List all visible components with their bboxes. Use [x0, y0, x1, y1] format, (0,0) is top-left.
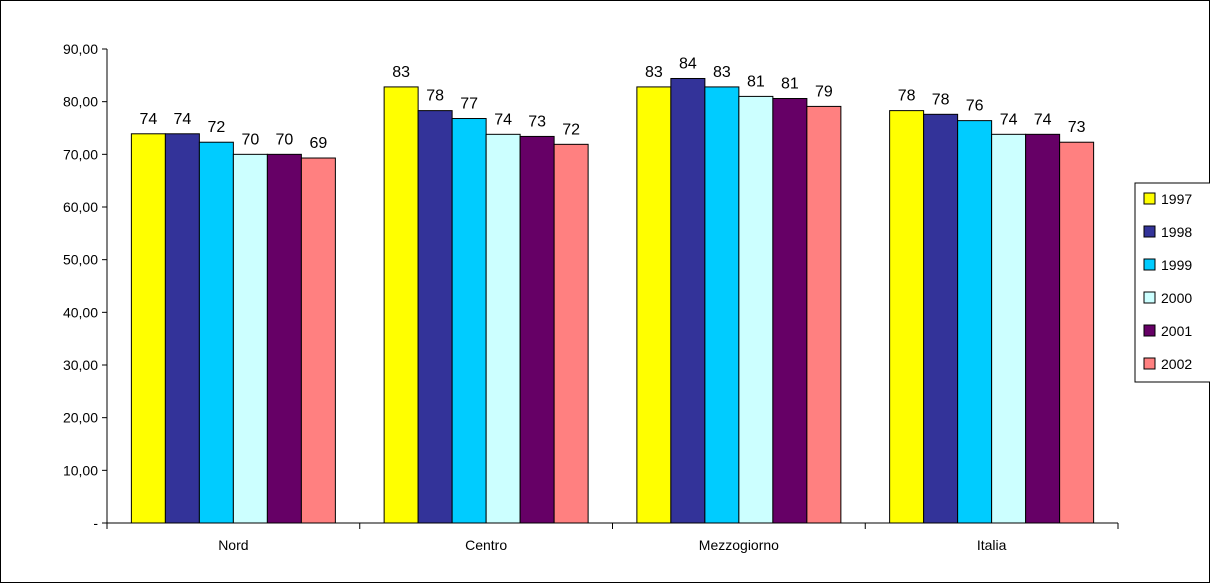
bar — [553, 143, 589, 524]
legend-swatch — [1143, 291, 1156, 304]
data-label: 70 — [275, 131, 293, 148]
data-label: 84 — [679, 55, 697, 72]
data-label: 78 — [426, 88, 444, 105]
legend-swatch — [1143, 357, 1156, 370]
y-tick-label: 40,00 — [63, 304, 98, 320]
data-label: 74 — [173, 111, 191, 128]
legend-swatch — [1143, 324, 1156, 337]
legend-label: 1998 — [1161, 224, 1192, 240]
legend-swatch — [1143, 258, 1156, 271]
x-tick-label: Mezzogiorno — [699, 537, 779, 553]
x-tick-label: Centro — [465, 537, 507, 553]
bar — [266, 153, 302, 524]
data-label: 70 — [241, 131, 259, 148]
bar — [130, 133, 166, 524]
bar — [704, 86, 740, 524]
legend-label: 1997 — [1161, 191, 1192, 207]
bar — [670, 77, 706, 524]
data-label: 83 — [713, 64, 731, 81]
y-tick-label: 10,00 — [63, 462, 98, 478]
legend-swatch — [1143, 192, 1156, 205]
y-tick-label: 70,00 — [63, 146, 98, 162]
y-tick-label: 20,00 — [63, 410, 98, 426]
bar — [451, 118, 487, 524]
value-labels: 74 74 72 70 70 69 83 78 77 74 73 72 83 84 83 81 81 79 78 78… — [139, 55, 1085, 152]
bar — [991, 133, 1027, 524]
bar — [1025, 133, 1061, 524]
legend: 1997 1998 1999 2000 2001 2002 — [1134, 182, 1210, 383]
bar — [300, 157, 336, 524]
legend-label: 1999 — [1161, 257, 1192, 273]
x-tick-label: Nord — [218, 537, 248, 553]
data-label: 69 — [309, 135, 327, 152]
data-label: 81 — [781, 76, 799, 93]
bar — [485, 133, 521, 524]
bar — [164, 133, 200, 524]
bar — [519, 135, 555, 524]
legend-label: 2000 — [1161, 290, 1192, 306]
y-tick-label: - — [93, 515, 98, 531]
data-label: 72 — [562, 121, 580, 138]
bar — [923, 113, 959, 524]
data-label: 77 — [460, 96, 478, 113]
bar — [417, 110, 453, 524]
bar — [1059, 141, 1095, 524]
y-tick-label: 60,00 — [63, 199, 98, 215]
legend-label: 2001 — [1161, 323, 1192, 339]
legend-label: 2002 — [1161, 356, 1192, 372]
x-tick-label: Italia — [977, 537, 1007, 553]
data-label: 74 — [1034, 111, 1052, 128]
data-label: 74 — [494, 111, 512, 128]
data-label: 83 — [392, 64, 410, 81]
data-label: 74 — [1000, 111, 1018, 128]
y-tick-label: 30,00 — [63, 357, 98, 373]
legend-box — [1134, 182, 1210, 383]
data-label: 81 — [747, 73, 765, 90]
bar — [232, 153, 268, 524]
bar — [738, 95, 774, 524]
data-label: 73 — [528, 113, 546, 130]
data-label: 83 — [645, 64, 663, 81]
legend-swatch — [1143, 225, 1156, 238]
data-label: 78 — [932, 91, 950, 108]
bar — [636, 86, 672, 524]
data-label: 76 — [966, 98, 984, 115]
data-label: 78 — [898, 88, 916, 105]
data-label: 72 — [207, 119, 225, 136]
data-label: 79 — [815, 83, 833, 100]
y-tick-label: 80,00 — [63, 94, 98, 110]
bar — [806, 105, 842, 524]
bar — [198, 141, 234, 524]
bar — [383, 86, 419, 524]
bar — [889, 110, 925, 524]
data-label: 73 — [1068, 119, 1086, 136]
bar — [772, 98, 808, 524]
data-label: 74 — [139, 111, 157, 128]
bar — [957, 120, 993, 524]
y-tick-label: 50,00 — [63, 252, 98, 268]
bars — [130, 77, 1095, 524]
y-axis: - 10,00 20,00 30,00 40,00 50,00 60,00 70,00 80,0… — [63, 41, 108, 531]
y-tick-label: 90,00 — [63, 41, 98, 57]
